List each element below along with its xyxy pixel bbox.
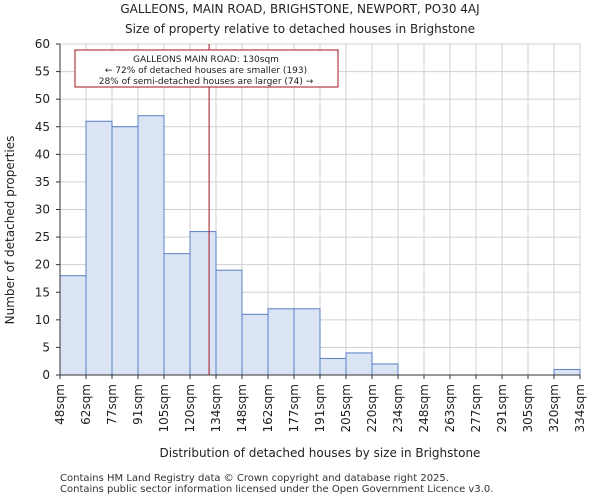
x-tick-label: 91sqm xyxy=(131,384,145,425)
x-tick-label: 148sqm xyxy=(235,384,249,432)
x-tick-label: 291sqm xyxy=(495,384,509,432)
x-tick-label: 205sqm xyxy=(339,384,353,432)
chart-subtitle: Size of property relative to detached ho… xyxy=(125,22,475,36)
x-tick-label: 177sqm xyxy=(287,384,301,432)
histogram-bar xyxy=(267,308,295,376)
y-axis-label: Number of detached properties xyxy=(3,136,17,325)
histogram-bar xyxy=(59,275,87,376)
histogram-bar xyxy=(241,313,269,376)
x-tick-label: 220sqm xyxy=(365,384,379,432)
histogram-bar xyxy=(371,363,399,376)
y-tick-label: 5 xyxy=(42,340,50,354)
histogram-bar xyxy=(163,253,191,376)
y-axis-ticks: 0 5 10 15 20 25 30 35 40 45 50 55 60 xyxy=(35,37,60,382)
x-tick-label: 305sqm xyxy=(521,384,535,432)
x-axis-label: Distribution of detached houses by size … xyxy=(160,446,481,460)
y-tick-label: 15 xyxy=(35,285,50,299)
x-tick-label: 48sqm xyxy=(53,384,67,425)
x-tick-label: 234sqm xyxy=(391,384,405,432)
x-tick-label: 277sqm xyxy=(469,384,483,432)
x-tick-label: 248sqm xyxy=(417,384,431,432)
annotation-line-1: GALLEONS MAIN ROAD: 130sqm xyxy=(133,55,279,65)
bars-group xyxy=(59,115,581,376)
x-tick-label: 105sqm xyxy=(157,384,171,432)
histogram-chart: GALLEONS, MAIN ROAD, BRIGHSTONE, NEWPORT… xyxy=(3,2,587,460)
chart-title: GALLEONS, MAIN ROAD, BRIGHSTONE, NEWPORT… xyxy=(120,2,479,16)
y-tick-label: 20 xyxy=(35,258,50,272)
histogram-bar xyxy=(345,352,373,376)
histogram-bar xyxy=(85,120,113,376)
x-tick-label: 120sqm xyxy=(183,384,197,432)
annotation-box: GALLEONS MAIN ROAD: 130sqm ← 72% of deta… xyxy=(74,49,339,88)
y-tick-label: 35 xyxy=(35,175,50,189)
footer-line-1: Contains HM Land Registry data © Crown c… xyxy=(60,473,449,484)
x-axis-ticks: 48sqm 62sqm 77sqm 91sqm 105sqm 120sqm 134sqm 14… xyxy=(53,375,587,432)
histogram-bar xyxy=(137,115,165,376)
x-tick-label: 191sqm xyxy=(313,384,327,432)
footer-line-2: Contains public sector information licen… xyxy=(60,484,494,495)
x-tick-label: 263sqm xyxy=(443,384,457,432)
histogram-bar xyxy=(111,126,139,376)
annotation-line-3: 28% of semi-detached houses are larger (… xyxy=(99,77,314,87)
histogram-bar xyxy=(189,231,217,376)
histogram-bar xyxy=(215,269,243,376)
y-tick-label: 0 xyxy=(42,368,50,382)
x-tick-label: 62sqm xyxy=(79,384,93,425)
annotation-line-2: ← 72% of detached houses are smaller (19… xyxy=(105,66,307,76)
x-tick-label: 320sqm xyxy=(547,384,561,432)
y-tick-label: 55 xyxy=(35,65,50,79)
y-tick-label: 50 xyxy=(35,92,50,106)
y-tick-label: 10 xyxy=(35,313,50,327)
y-tick-label: 60 xyxy=(35,37,50,51)
histogram-bar xyxy=(319,357,347,376)
histogram-bar xyxy=(293,308,321,376)
y-tick-label: 45 xyxy=(35,120,50,134)
histogram-bar xyxy=(553,368,581,376)
x-tick-label: 162sqm xyxy=(261,384,275,432)
x-tick-label: 77sqm xyxy=(105,384,119,425)
x-tick-label: 334sqm xyxy=(573,384,587,432)
x-tick-label: 134sqm xyxy=(209,384,223,432)
y-tick-label: 25 xyxy=(35,230,50,244)
y-tick-label: 30 xyxy=(35,203,50,217)
y-tick-label: 40 xyxy=(35,147,50,161)
